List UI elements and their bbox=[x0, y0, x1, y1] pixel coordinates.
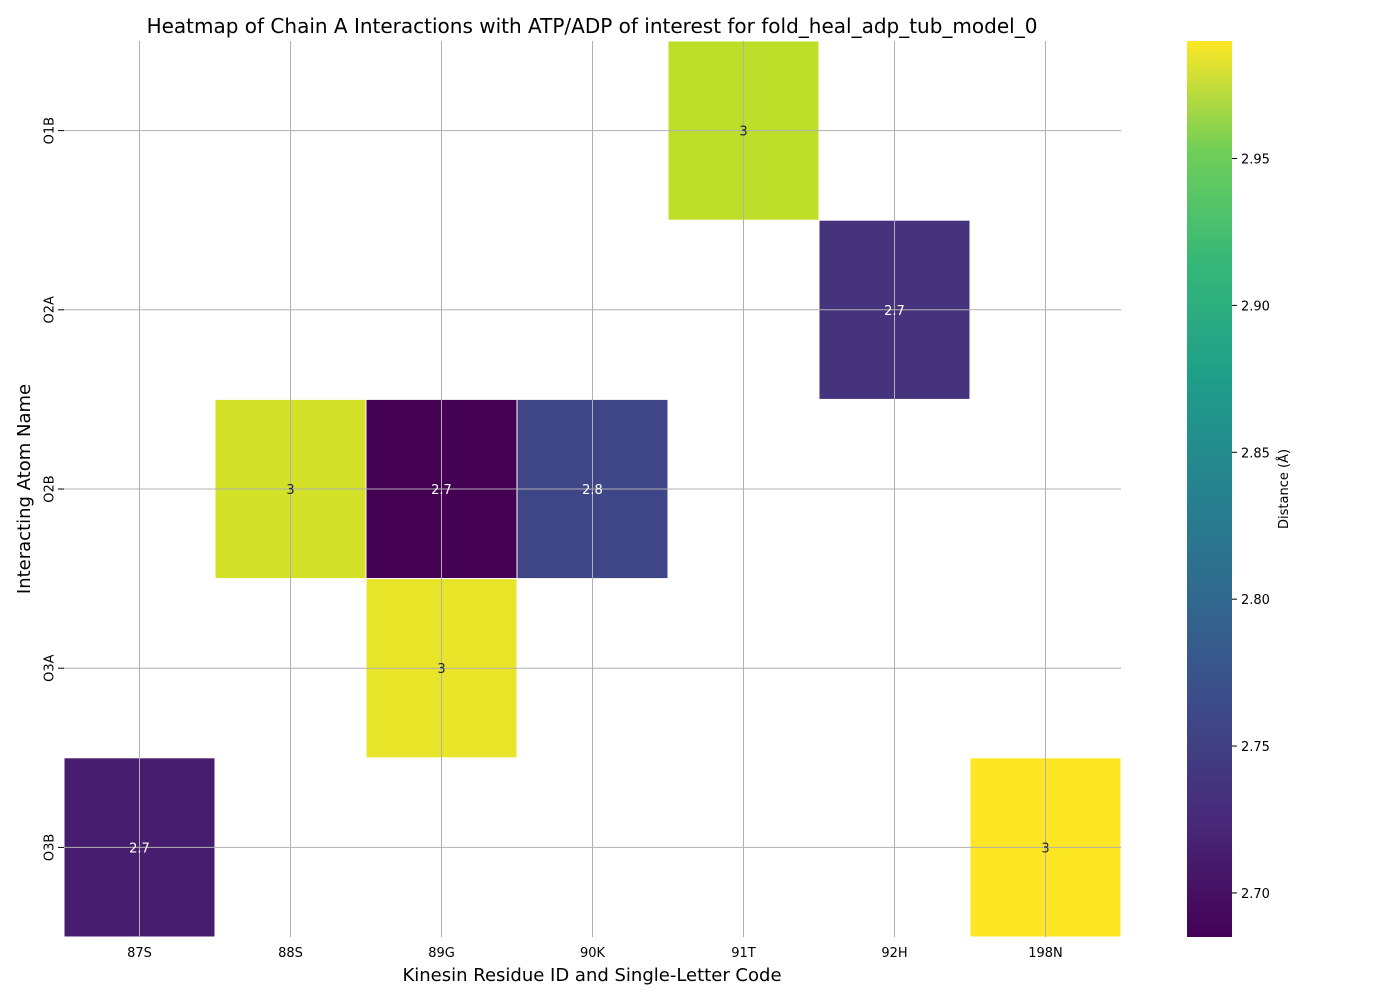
cell-value-label: 3 bbox=[1041, 841, 1049, 856]
cell-value-label: 2.7 bbox=[884, 304, 905, 319]
cell-value-label: 2.8 bbox=[582, 483, 603, 498]
colorbar-ticks: 2.70 2.75 2.80 2.85 2.90 2.95 bbox=[1232, 153, 1270, 902]
cell-value-label: 3 bbox=[739, 125, 747, 140]
colorbar-label: Distance (Å) bbox=[1276, 449, 1292, 529]
x-axis-ticks: 87S 88S 89G 90K 91T 92H 198N bbox=[127, 946, 1063, 961]
x-tick-label: 91T bbox=[731, 946, 756, 961]
x-tick-label: 87S bbox=[127, 946, 152, 961]
colorbar-tick-label: 2.85 bbox=[1241, 446, 1270, 461]
y-axis-ticks: O1B O2A O2B O3A O3B bbox=[43, 117, 64, 861]
colorbar-gradient bbox=[1187, 41, 1232, 937]
colorbar-tick-label: 2.75 bbox=[1241, 740, 1270, 755]
cell-value-label: 2.7 bbox=[431, 483, 452, 498]
x-tick-label: 88S bbox=[278, 946, 303, 961]
x-tick-label: 89G bbox=[428, 946, 455, 961]
y-axis-label: Interacting Atom Name bbox=[14, 384, 35, 594]
y-tick-label: O2B bbox=[43, 475, 58, 502]
cell-labels: 3 2.7 3 2.7 2.8 3 2.7 3 bbox=[129, 125, 1049, 857]
y-tick-label: O3A bbox=[43, 654, 58, 682]
colorbar-tick-label: 2.70 bbox=[1241, 887, 1270, 902]
x-tick-label: 90K bbox=[580, 946, 606, 961]
chart-title: Heatmap of Chain A Interactions with ATP… bbox=[147, 14, 1038, 38]
y-tick-label: O2A bbox=[43, 296, 58, 324]
y-tick-label: O3B bbox=[43, 834, 58, 861]
x-tick-label: 198N bbox=[1028, 946, 1063, 961]
cell-value-label: 3 bbox=[286, 483, 294, 498]
y-tick-label: O1B bbox=[43, 117, 58, 144]
cell-value-label: 3 bbox=[437, 662, 445, 677]
gridlines bbox=[64, 41, 1121, 937]
colorbar: 2.70 2.75 2.80 2.85 2.90 2.95 Distance (Å) bbox=[1187, 41, 1292, 937]
colorbar-tick-label: 2.90 bbox=[1241, 299, 1270, 314]
cell-value-label: 2.7 bbox=[129, 841, 150, 856]
x-tick-label: 92H bbox=[881, 946, 907, 961]
colorbar-tick-label: 2.80 bbox=[1241, 593, 1270, 608]
x-axis-label: Kinesin Residue ID and Single-Letter Cod… bbox=[402, 965, 781, 986]
colorbar-tick-label: 2.95 bbox=[1241, 153, 1270, 168]
